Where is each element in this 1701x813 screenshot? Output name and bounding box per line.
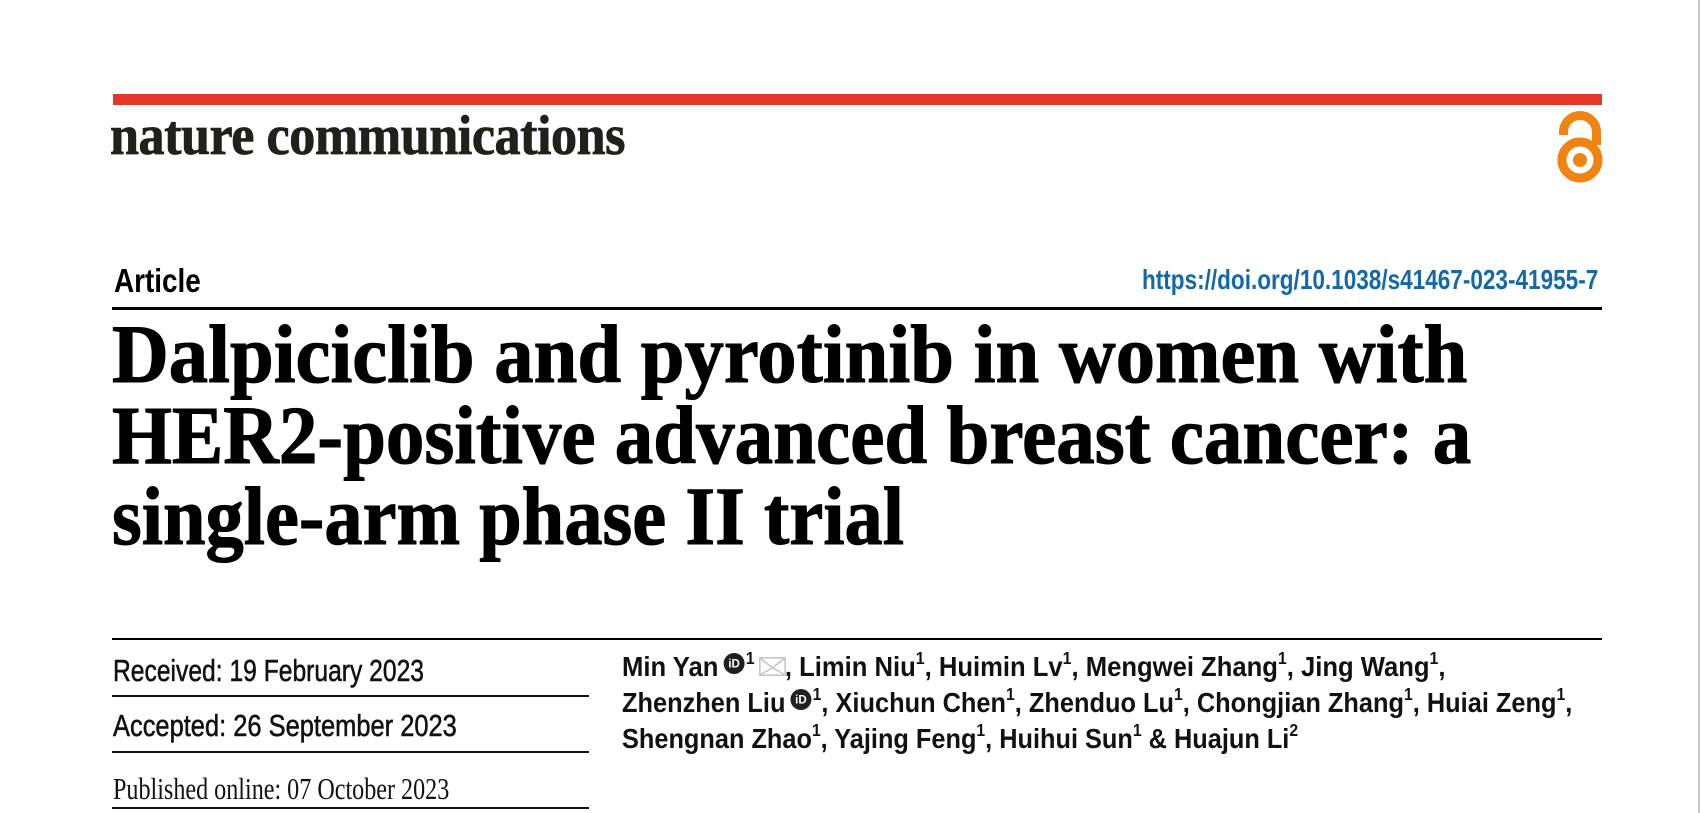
svg-text:iD: iD (729, 659, 741, 671)
svg-text:iD: iD (796, 695, 808, 707)
